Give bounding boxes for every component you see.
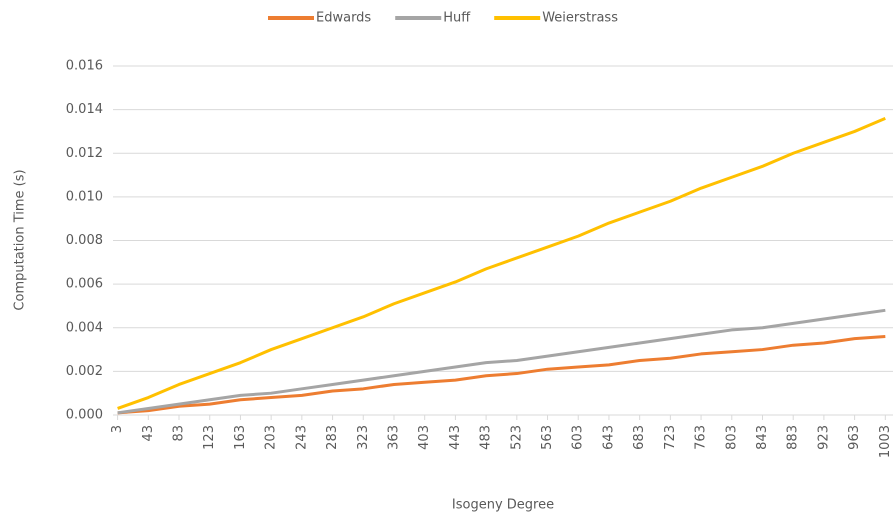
x-tick-label: 123	[202, 425, 217, 450]
x-tick-label: 163	[233, 425, 248, 450]
line	[117, 334, 886, 415]
y-tick-label: 0.008	[66, 233, 103, 248]
x-axis-title: Isogeny Degree	[452, 498, 554, 513]
x-tick-label: 43	[141, 425, 156, 442]
x-tick-label: 523	[509, 425, 524, 450]
x-tick-label: 323	[356, 425, 371, 450]
y-tick-label: 0.004	[66, 320, 103, 335]
y-tick-label: 0.014	[66, 102, 103, 117]
x-tick-label: 403	[417, 425, 432, 450]
x-tick-label: 203	[264, 425, 279, 450]
y-tick-label: 0.000	[66, 408, 103, 423]
x-tick-label: 963	[847, 425, 862, 450]
x-tick-label: 563	[540, 425, 555, 450]
x-tick-label: 843	[755, 425, 770, 450]
y-tick-label: 0.012	[66, 146, 103, 161]
legend-label: Huff	[443, 11, 471, 26]
x-tick-label: 483	[479, 425, 494, 450]
y-axis-title: Computation Time (s)	[13, 169, 28, 310]
line	[117, 308, 886, 415]
y-tick-label: 0.010	[66, 189, 103, 204]
x-tick-label: 603	[571, 425, 586, 450]
x-tick-label: 683	[632, 425, 647, 450]
x-tick-label: 803	[724, 425, 739, 450]
legend-label: Weierstrass	[542, 11, 618, 26]
x-tick-label: 643	[601, 425, 616, 450]
x-tick-label: 363	[386, 425, 401, 450]
x-tick-label: 763	[694, 425, 709, 450]
x-tick-label: 883	[786, 425, 801, 450]
legend-label: Edwards	[316, 11, 371, 26]
y-tick-label: 0.006	[66, 277, 103, 292]
x-tick-label: 1003	[878, 425, 893, 458]
x-tick-label: 3	[110, 425, 125, 433]
x-tick-label: 283	[325, 425, 340, 450]
x-tick-label: 723	[663, 425, 678, 450]
y-tick-label: 0.016	[66, 59, 103, 74]
x-tick-label: 83	[172, 425, 187, 442]
y-tick-label: 0.002	[66, 364, 103, 379]
line	[117, 116, 886, 410]
x-tick-label: 443	[448, 425, 463, 450]
x-tick-label: 243	[294, 425, 309, 450]
x-tick-label: 923	[816, 425, 831, 450]
